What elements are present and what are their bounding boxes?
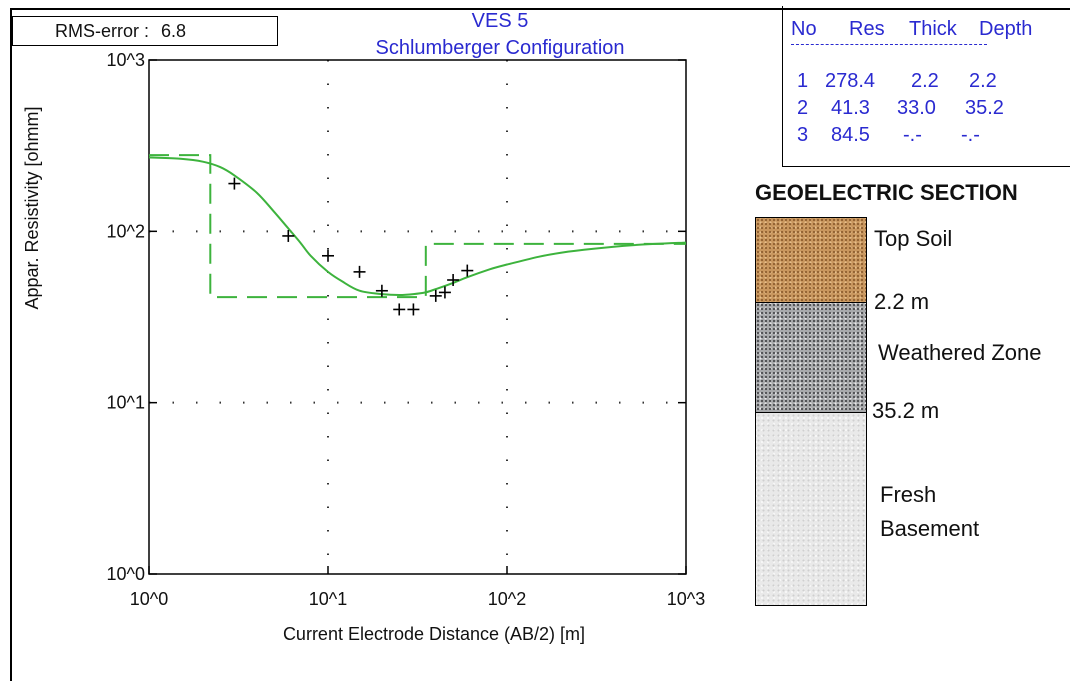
cell-depth: 35.2 <box>965 97 1004 119</box>
y-tick-labels: 10^0 10^1 10^2 10^3 <box>107 50 145 584</box>
cell-res: 278.4 <box>825 70 876 92</box>
table-header-no: No <box>791 18 817 40</box>
weathered-zone-label: Weathered Zone <box>878 340 1042 365</box>
observed-point <box>228 177 241 190</box>
chart-title-line1: VES 5 <box>471 10 529 32</box>
x-tick-label: 10^1 <box>309 589 347 609</box>
cell-no: 1 <box>797 70 809 92</box>
cell-res: 41.3 <box>831 97 870 119</box>
observed-point <box>438 286 451 299</box>
y-tick-label: 10^1 <box>107 393 145 413</box>
frame-left-border <box>10 8 12 681</box>
calculated-curve-line <box>148 156 687 297</box>
observed-point <box>407 303 420 316</box>
axis-ticks <box>148 59 687 575</box>
cell-thick: 33.0 <box>897 97 936 119</box>
topsoil-label: Top Soil <box>874 226 953 251</box>
layer-model-line <box>149 154 686 299</box>
frame-top-border <box>10 8 1070 10</box>
x-tick-label: 10^3 <box>667 589 705 609</box>
geoelectric-section-title: GEOELECTRIC SECTION <box>755 180 1018 205</box>
x-axis-title: Current Electrode Distance (AB/2) [m] <box>283 624 585 644</box>
cell-res: 84.5 <box>831 124 870 146</box>
observed-point <box>322 249 334 262</box>
table-header-depth: Depth <box>979 18 1033 40</box>
cell-no: 3 <box>797 124 809 146</box>
observed-points-series <box>228 177 474 316</box>
y-tick-label: 10^2 <box>107 221 145 241</box>
layer-table: No Res Thick Depth 1 278.4 2.2 2.2 2 41.… <box>782 6 1070 167</box>
chart-title-line2: Schlumberger Configuration <box>375 37 625 59</box>
fresh-basement-layer-block <box>755 412 867 606</box>
y-tick-label: 10^3 <box>107 50 145 70</box>
observed-point <box>461 264 474 277</box>
x-tick-label: 10^0 <box>130 589 168 609</box>
cell-thick: -.- <box>903 124 922 146</box>
cell-thick: 2.2 <box>911 70 939 92</box>
rms-error-box: RMS-error : 6.8 <box>12 16 278 46</box>
weathered-zone-layer-block <box>755 302 867 413</box>
observed-point <box>375 284 388 297</box>
topsoil-layer-block <box>755 217 867 303</box>
fresh-basement-label-line1: Fresh <box>880 482 937 507</box>
depth-label-1: 2.2 m <box>874 289 930 314</box>
cell-depth: 2.2 <box>969 70 997 92</box>
depth-label-2: 35.2 m <box>872 398 940 423</box>
grid-lines <box>149 60 686 574</box>
cell-no: 2 <box>797 97 809 119</box>
table-header-thick: Thick <box>909 18 957 40</box>
y-tick-label: 10^0 <box>107 564 145 584</box>
observed-point <box>353 265 366 278</box>
plot-frame <box>148 59 687 575</box>
observed-point <box>447 273 460 286</box>
table-header-res: Res <box>849 18 885 40</box>
observed-point <box>393 303 406 316</box>
x-tick-label: 10^2 <box>488 589 526 609</box>
cell-depth: -.- <box>961 124 980 146</box>
table-separator <box>791 44 987 45</box>
observed-point <box>429 289 442 302</box>
layer-model-series <box>149 154 686 299</box>
rms-value: 6.8 <box>161 20 187 41</box>
y-axis-title: Appar. Resistivity [ohmm] <box>22 106 42 309</box>
calculated-curve-series <box>148 156 687 297</box>
fresh-basement-label-line2: Basement <box>880 516 980 541</box>
rms-label: RMS-error : <box>55 20 149 41</box>
observed-point <box>282 229 295 242</box>
x-tick-labels: 10^0 10^1 10^2 10^3 <box>130 589 705 609</box>
